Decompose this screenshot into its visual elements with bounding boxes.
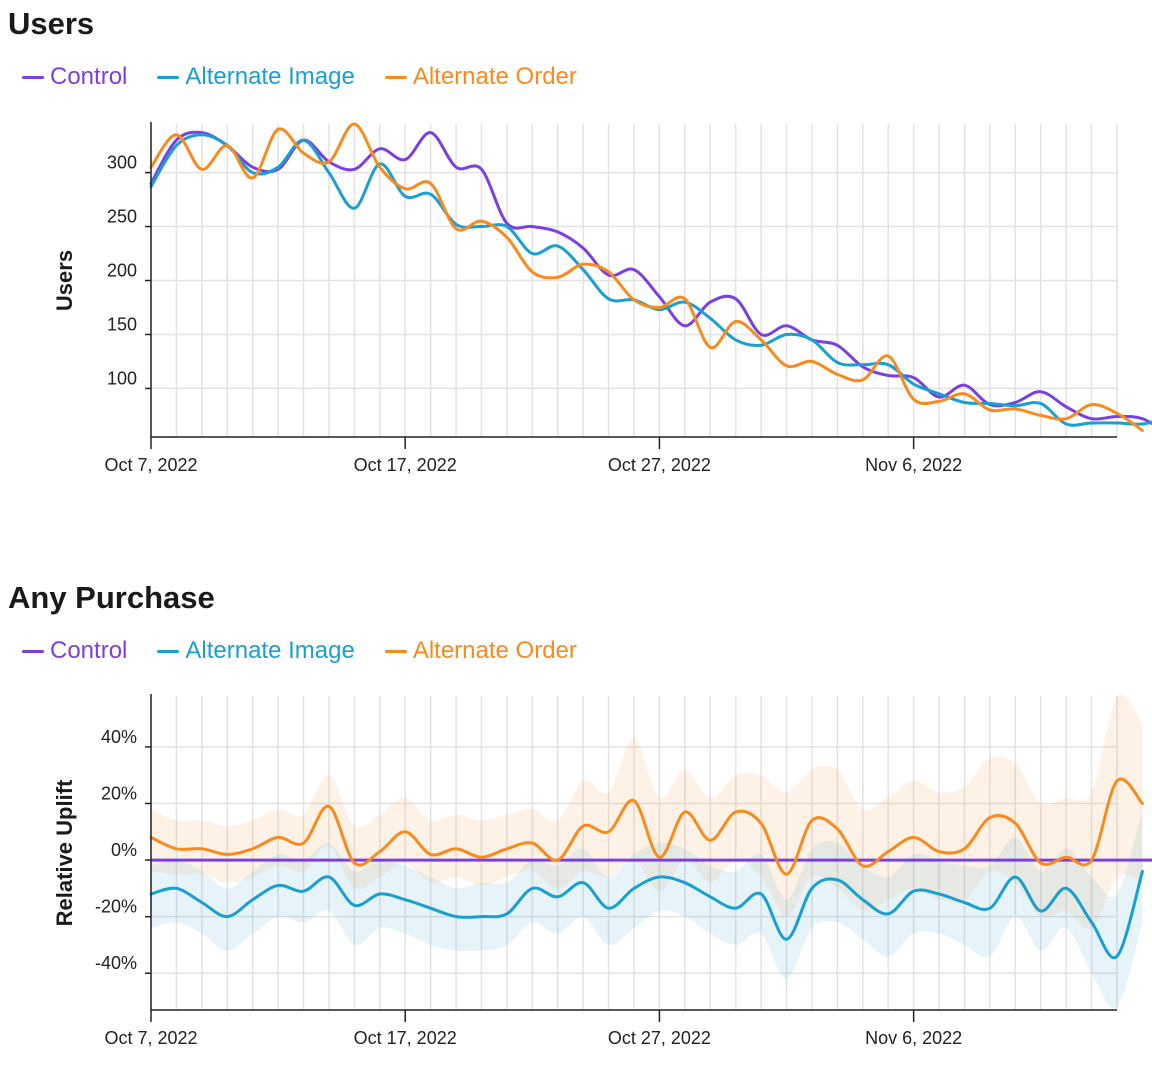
legend-swatch-control [22,649,44,653]
legend-label-alternate-order: Alternate Order [412,63,577,90]
users-ytick-label: 100 [107,368,137,388]
purchase-band-alternate-order [151,693,1143,929]
legend-swatch-control [22,75,44,79]
purchase-ytick-label: 40% [101,727,137,747]
purchase-ytick-label: -20% [95,897,137,917]
users-ytick-label: 300 [107,153,137,173]
purchase-band-alternate-image [151,809,1143,1009]
users-xtick-label: Oct 27, 2022 [608,455,711,475]
purchase-series-alternate-image [149,869,1144,960]
users-panel: Users Control Alternate Image Alternate … [0,0,1152,540]
users-y-axis-label: Users [52,250,77,311]
legend-item-alternate-image[interactable]: Alternate Image [157,63,355,91]
any-purchase-chart-title: Any Purchase [8,580,215,615]
any-purchase-legend: Control Alternate Image Alternate Order [22,637,577,665]
purchase-xtick-label: Oct 27, 2022 [608,1028,711,1048]
legend-label-control: Control [50,637,128,664]
legend-label-control: Control [50,63,128,90]
users-ytick-label: 250 [107,207,137,227]
users-xtick-label: Oct 17, 2022 [354,455,457,475]
users-ytick-label: 200 [107,261,137,281]
legend-swatch-alternate-order [384,649,407,653]
purchase-ytick-label: 20% [101,783,137,803]
users-chart-title: Users [8,6,95,41]
legend-label-alternate-order: Alternate Order [412,637,577,664]
legend-swatch-alternate-image [157,649,180,653]
legend-label-alternate-image: Alternate Image [185,637,355,664]
purchase-y-axis-label: Relative Uplift [52,779,77,926]
users-xtick-label: Oct 7, 2022 [104,455,197,475]
legend-item-control[interactable]: Control [22,637,127,665]
users-xtick-label: Nov 6, 2022 [865,455,962,475]
users-line-chart: 100 150 200 250 300 Oct 7, 2022 Oct 17, 2022 Oc… [52,122,1152,475]
users-legend: Control Alternate Image Alternate Order [22,63,577,91]
purchase-xtick-label: Nov 6, 2022 [865,1028,962,1048]
users-series-alternate-image [149,133,1152,427]
users-series-alternate-order [149,122,1144,432]
purchase-series-alternate-order [149,777,1144,876]
legend-item-alternate-order[interactable]: Alternate Order [384,63,577,91]
purchase-xtick-label: Oct 7, 2022 [104,1028,197,1048]
users-series-control [149,130,1152,426]
any-purchase-panel: Any Purchase Control Alternate Image Alt… [0,540,1152,1086]
purchase-ytick-label: 0% [111,840,137,860]
legend-swatch-alternate-image [157,75,180,79]
legend-label-alternate-image: Alternate Image [185,63,355,90]
legend-item-control[interactable]: Control [22,63,127,91]
legend-swatch-alternate-order [384,75,407,79]
purchase-xtick-label: Oct 17, 2022 [354,1028,457,1048]
users-ytick-label: 150 [107,314,137,334]
purchase-ytick-label: -40% [95,953,137,973]
legend-item-alternate-order[interactable]: Alternate Order [384,637,577,665]
any-purchase-line-chart: -40% -20% 0% 20% 40% Oct 7, 2022 Oct 17, 2022 O… [52,693,1152,1048]
legend-item-alternate-image[interactable]: Alternate Image [157,637,355,665]
